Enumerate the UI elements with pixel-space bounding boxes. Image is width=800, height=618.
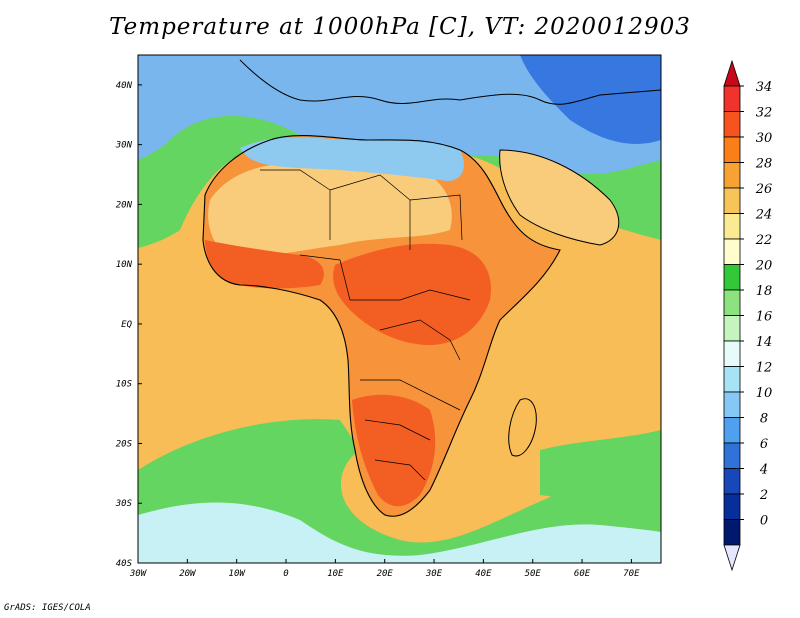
colorbar-label: 4	[759, 463, 768, 478]
plot-frame	[137, 54, 662, 564]
lat-tick-label: 30S	[115, 499, 133, 509]
colorbar-swatch	[723, 111, 741, 138]
southern-ocean-mild-band	[138, 502, 661, 563]
colorbar-label: 12	[756, 361, 773, 376]
colorbar-swatch	[723, 85, 741, 112]
lon-tick-label: 50E	[525, 569, 542, 579]
colorbar-swatch	[723, 468, 741, 495]
colorbar-swatch	[723, 442, 741, 469]
colorbar-label: 14	[756, 335, 773, 350]
colorbar-swatch	[723, 391, 741, 418]
longitude-ticks: 30W 20W 10W 0 10E 20E 30E 40E 50E 60E 70E	[129, 559, 640, 579]
temperature-field	[138, 55, 661, 563]
colorbar-top-arrow	[723, 59, 741, 87]
colorbar-label: 34	[756, 80, 773, 95]
arabia-outline	[499, 149, 620, 246]
indian-ocean-green-band	[540, 430, 661, 503]
country-borders	[260, 169, 471, 481]
colorbar-label: 8	[760, 412, 768, 427]
colorbar-swatch	[723, 136, 741, 163]
lat-tick-label: 40N	[116, 81, 133, 91]
colorbar-swatch	[723, 187, 741, 214]
colorbar-label: 26	[755, 182, 773, 197]
colorbar-label: 6	[760, 437, 768, 452]
lon-tick-label: 10E	[327, 569, 344, 579]
colorbar-label: 20	[755, 259, 773, 274]
lon-tick-label: 40E	[475, 569, 492, 579]
colorbar-swatch	[723, 162, 741, 189]
colorbar-swatch	[723, 493, 741, 520]
southern-africa-hot-zone	[352, 394, 436, 507]
latitude-ticks: 40N 30N 20N 10N EQ 10S 20S 30S 40S	[115, 81, 142, 569]
lat-tick-label: EQ	[121, 320, 132, 330]
colorbar-swatch	[723, 213, 741, 240]
madagascar-outline	[508, 398, 537, 457]
colorbar-swatch	[723, 340, 741, 367]
chart-title: Temperature at 1000hPa [C], VT: 20200129…	[109, 14, 691, 40]
northern-cold-region	[520, 55, 661, 144]
colorbar-swatch	[723, 289, 741, 316]
colorbar-label: 30	[756, 131, 773, 146]
colorbar-swatch	[723, 238, 741, 265]
colorbar-swatch	[723, 315, 741, 342]
colorbar-label: 0	[760, 514, 768, 529]
coastline-outline	[202, 135, 561, 517]
lat-tick-label: 40S	[116, 559, 133, 569]
colorbar-label: 28	[755, 157, 773, 172]
lat-tick-label: 20N	[116, 200, 133, 210]
colorbar-swatch	[723, 366, 741, 393]
lon-tick-label: 70E	[623, 569, 640, 579]
lat-tick-label: 30N	[115, 141, 133, 151]
europe-coastline	[239, 59, 662, 105]
colorbar-label: 32	[756, 106, 773, 121]
lat-tick-label: 10S	[116, 380, 133, 390]
colorbar-label: 18	[756, 284, 773, 299]
north-africa-coast-cool	[240, 137, 464, 181]
colorbar-swatch	[723, 417, 741, 444]
colorbar-label: 16	[756, 310, 773, 325]
colorbar-label: 2	[759, 488, 768, 503]
colorbar-label: 24	[755, 208, 773, 223]
lat-tick-label: 20S	[116, 439, 133, 449]
colorbar-label: 10	[756, 386, 773, 401]
madagascar	[508, 398, 537, 456]
lon-tick-label: 30W	[129, 569, 148, 579]
lon-tick-label: 20E	[377, 569, 394, 579]
colorbar-swatch	[723, 264, 741, 291]
lon-tick-label: 30E	[425, 569, 443, 579]
lon-tick-label: 0	[283, 569, 288, 579]
central-africa-hot-zone	[333, 243, 491, 345]
lon-tick-label: 10W	[229, 569, 247, 579]
colorbar-swatch	[723, 519, 741, 546]
lat-tick-label: 10N	[116, 260, 133, 270]
lon-tick-label: 60E	[574, 569, 591, 579]
west-africa-hot-zone	[205, 240, 324, 289]
colorbar-bottom-arrow	[723, 544, 741, 572]
lon-tick-label: 20W	[179, 569, 197, 579]
credit-label: GrADS: IGES/COLA	[4, 603, 91, 613]
colorbar-label: 22	[755, 233, 773, 248]
